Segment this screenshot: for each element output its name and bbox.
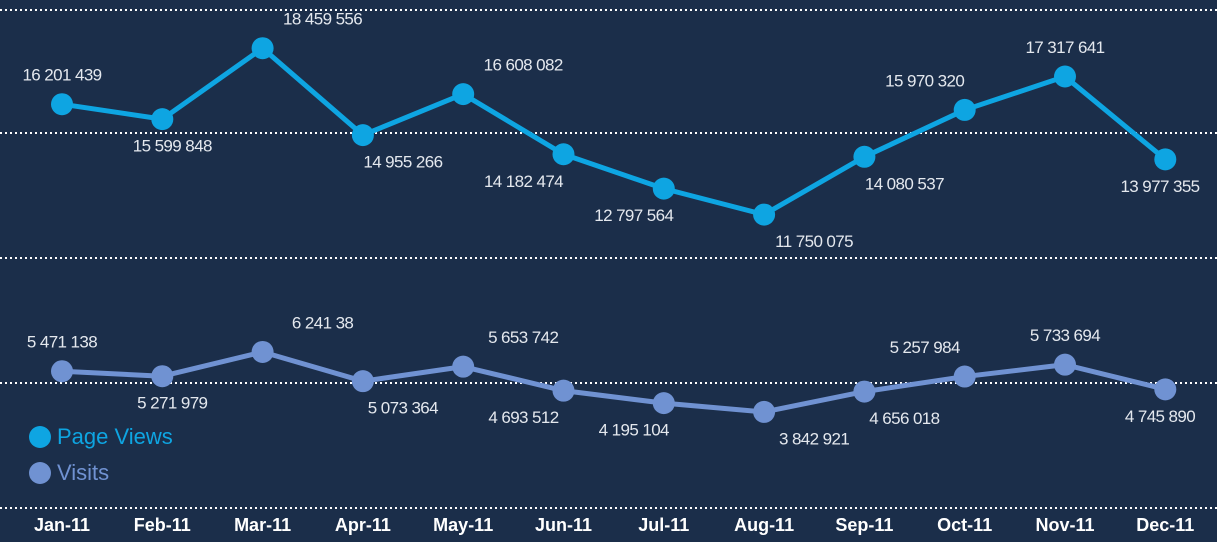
data-label: 18 459 556 [283, 10, 362, 29]
x-tick-label: Jul-11 [638, 515, 689, 535]
data-label: 3 842 921 [779, 429, 849, 448]
legend-label: Visits [57, 460, 109, 485]
point [753, 400, 776, 423]
x-tick-label: Jun-11 [535, 515, 592, 535]
point [51, 360, 73, 383]
data-label: 5 073 364 [368, 399, 438, 418]
data-label: 4 745 890 [1125, 407, 1195, 426]
data-label: 4 656 018 [869, 409, 939, 428]
data-label: 17 317 641 [1025, 38, 1104, 57]
data-label: 15 599 848 [133, 137, 212, 156]
series-line [61, 349, 1166, 415]
point [652, 392, 675, 415]
data-label: 16 201 439 [22, 66, 101, 85]
data-label: 14 080 537 [865, 174, 944, 193]
point [853, 145, 876, 168]
data-label: 14 955 266 [363, 153, 442, 172]
x-tick-label: Dec-11 [1136, 515, 1194, 535]
x-tick-label: Oct-11 [937, 515, 992, 535]
point [452, 83, 475, 106]
x-tick-label: Apr-11 [335, 515, 391, 535]
point [1154, 378, 1177, 401]
point [753, 203, 776, 226]
point [652, 177, 675, 200]
data-label: 5 653 742 [488, 328, 558, 347]
data-label: 14 182 474 [484, 172, 563, 191]
point [552, 143, 575, 166]
x-tick-label: Jan-11 [34, 515, 90, 535]
x-tick-label: Feb-11 [134, 515, 191, 535]
data-label: 11 750 075 [775, 232, 853, 251]
x-tick-label: Nov-11 [1035, 515, 1094, 535]
data-label: 5 257 984 [890, 338, 960, 357]
data-label: 16 608 082 [484, 56, 563, 75]
point [351, 370, 374, 393]
x-tick-label: Mar-11 [234, 515, 291, 535]
point [953, 365, 976, 388]
series-line [61, 45, 1167, 218]
data-label: 12 797 564 [594, 206, 673, 225]
point [552, 379, 575, 402]
x-tick-label: Sep-11 [835, 515, 893, 535]
x-tick-label: May-11 [433, 515, 493, 535]
data-label: 15 970 320 [885, 71, 964, 90]
point [351, 124, 374, 147]
data-label: 13 977 355 [1120, 177, 1199, 196]
data-label: 5 271 979 [137, 394, 207, 413]
data-label: 5 733 694 [1030, 326, 1100, 345]
data-label: 4 693 512 [488, 408, 558, 427]
legend-marker [29, 462, 51, 484]
point [1054, 353, 1076, 376]
point [251, 37, 274, 60]
point [853, 380, 876, 403]
point [151, 108, 174, 131]
data-label: 4 195 104 [599, 421, 669, 440]
data-label: 6 241 38 [292, 313, 354, 332]
point [953, 98, 976, 121]
point [1154, 148, 1177, 171]
point [251, 340, 274, 363]
point [1054, 65, 1076, 88]
point [51, 93, 73, 116]
point [151, 365, 174, 388]
legend-label: Page Views [57, 424, 173, 449]
x-tick-label: Aug-11 [734, 515, 794, 535]
point [452, 355, 475, 378]
legend-marker [29, 426, 51, 448]
data-label: 5 471 138 [27, 333, 97, 352]
